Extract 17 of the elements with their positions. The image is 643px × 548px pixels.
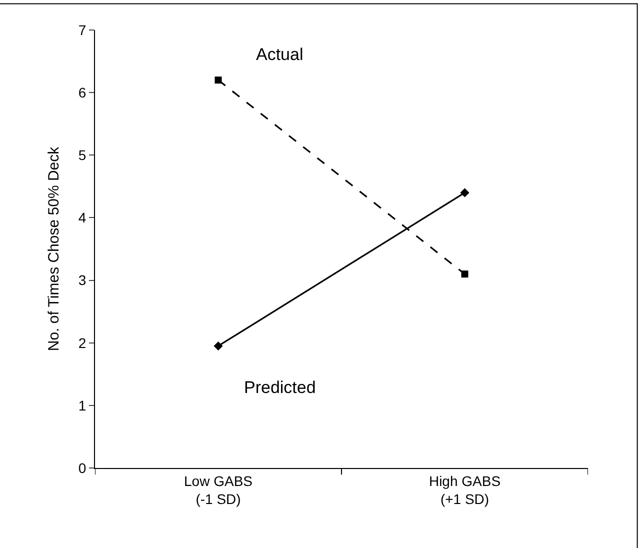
y-axis-title: No. of Times Chose 50% Deck <box>46 146 63 352</box>
y-tick-label: 2 <box>78 334 86 351</box>
y-tick-label: 1 <box>78 397 86 414</box>
y-tick-label: 5 <box>78 147 86 164</box>
point <box>460 188 470 198</box>
y-tick-label: 7 <box>78 22 86 38</box>
y-tick-label: 4 <box>78 210 86 226</box>
x-tick-label: Low GABS (-1 SD) <box>184 472 252 507</box>
text: Actual <box>256 45 304 64</box>
point <box>214 76 222 84</box>
point <box>214 341 223 351</box>
text: Predicted <box>244 378 316 397</box>
y-tick-label: 6 <box>78 84 86 100</box>
x-tick-label: High GABS (+1 SD) <box>428 472 501 507</box>
y-tick-label: 0 <box>78 460 86 476</box>
y-tick-label: 3 <box>78 272 86 288</box>
point <box>461 270 468 278</box>
